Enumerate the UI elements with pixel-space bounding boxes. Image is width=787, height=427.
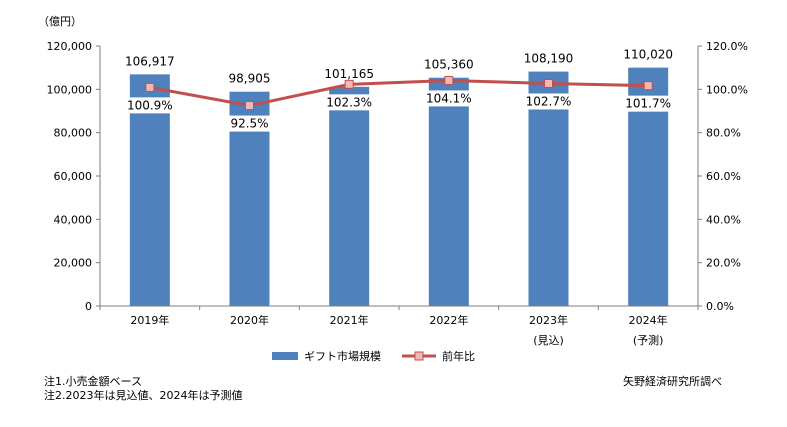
- x-axis-category-sublabel: (予測): [633, 333, 664, 347]
- source-credit: 矢野経済研究所調べ: [623, 375, 722, 388]
- line-marker-yoy: [145, 82, 155, 92]
- bar-value-label: 101,165: [324, 67, 374, 81]
- line-label-background: [223, 115, 276, 132]
- bar-gift-market: [329, 86, 370, 306]
- left-axis-tick-label: 100,000: [47, 83, 93, 96]
- line-marker-yoy: [444, 75, 454, 85]
- legend-swatch-yoy-marker: [414, 351, 424, 361]
- right-axis-tick-label: 80.0%: [706, 127, 741, 140]
- line-value-label: 101.7%: [625, 97, 671, 111]
- x-axis-category-sublabel: (見込): [533, 334, 564, 347]
- left-axis-tick-label: 80,000: [54, 127, 93, 140]
- bar-value-label: 110,020: [623, 48, 673, 62]
- right-axis-tick-label: 20.0%: [706, 257, 741, 270]
- line-label-background: [323, 94, 376, 111]
- line-label-background: [123, 97, 176, 114]
- right-axis-tick-label: 60.0%: [706, 170, 741, 183]
- line-yoy-ratio: [149, 78, 649, 108]
- line-marker-yoy: [643, 81, 653, 91]
- right-axis-tick-label: 100.0%: [706, 83, 748, 96]
- x-axis-category-label: 2022年: [429, 313, 468, 327]
- note-retail-basis: 注1.小売金額ベース: [44, 375, 142, 388]
- left-axis-tick-label: 60,000: [54, 170, 93, 183]
- bar-value-label: 98,905: [229, 72, 271, 86]
- line-label-background: [422, 90, 475, 107]
- bar-gift-market: [428, 77, 469, 306]
- right-axis-tick-label: 40.0%: [706, 213, 741, 226]
- x-axis-category-label: 2021年: [330, 313, 369, 327]
- x-axis-category-label: 2020年: [230, 313, 269, 327]
- left-axis-tick-label: 120,000: [47, 40, 93, 53]
- legend-label-gift-market: ギフト市場規模: [304, 349, 381, 363]
- legend-swatch-gift-market: [272, 352, 298, 360]
- bar-gift-market: [528, 71, 569, 306]
- line-value-label: 100.9%: [127, 98, 173, 112]
- x-axis-category-label: 2023年: [529, 313, 568, 327]
- left-axis-tick-label: 40,000: [54, 213, 93, 226]
- left-axis-tick-label: 0: [85, 300, 92, 313]
- line-marker-yoy: [544, 78, 553, 88]
- line-value-label: 92.5%: [230, 117, 268, 131]
- line-marker-yoy: [344, 79, 354, 89]
- line-value-label: 104.1%: [426, 91, 472, 105]
- bar-value-label: 108,190: [524, 52, 574, 66]
- note-estimate-forecast: 注2.2023年は見込値、2024年は予測値: [44, 389, 243, 402]
- left-axis-unit-label: （億円）: [38, 15, 82, 28]
- right-axis-tick-label: 120.0%: [706, 40, 748, 53]
- bar-value-label: 105,360: [424, 58, 474, 72]
- x-axis-category-label: 2019年: [130, 313, 169, 327]
- left-axis-tick-label: 20,000: [54, 257, 93, 270]
- legend-label-yoy: 前年比: [442, 349, 475, 363]
- line-value-label: 102.7%: [526, 94, 572, 108]
- line-label-background: [622, 95, 675, 112]
- x-axis-category-label: 2024年: [629, 313, 668, 327]
- bar-value-label: 106,917: [125, 54, 175, 68]
- right-axis-tick-label: 0.0%: [706, 300, 734, 313]
- line-label-background: [522, 93, 575, 110]
- line-value-label: 102.3%: [326, 95, 372, 109]
- line-marker-yoy: [245, 101, 254, 111]
